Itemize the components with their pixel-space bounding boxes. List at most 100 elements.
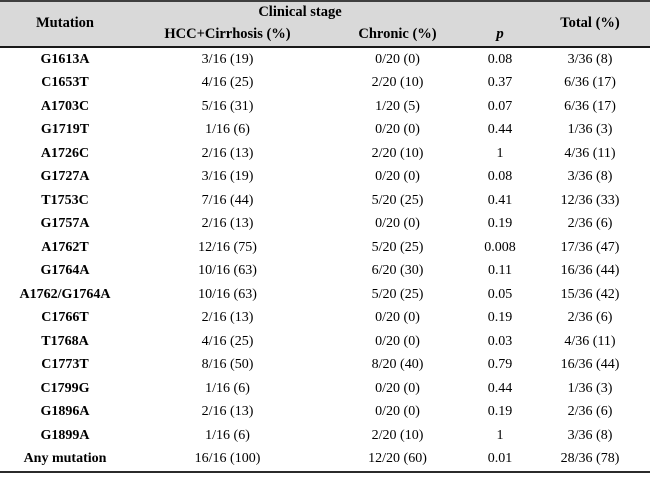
table-row: G1719T 1/16 (6) 0/20 (0) 0.44 1/36 (3) <box>0 119 650 143</box>
chronic-cell: 12/20 (60) <box>325 447 470 473</box>
p-value-cell: 0.19 <box>487 310 513 326</box>
mutation-cell: G1757A <box>40 216 90 232</box>
column-header-p-value: p <box>470 23 530 48</box>
hcc-cell: 2/16 (13) <box>201 404 254 420</box>
total-cell: 16/36 (44) <box>560 357 620 373</box>
table-row: G1757A 2/16 (13) 0/20 (0) 0.19 2/36 (6) <box>0 213 650 237</box>
table-row: A1726C 2/16 (13) 2/20 (10) 1 4/36 (11) <box>0 142 650 166</box>
header-spacer <box>470 1 530 23</box>
total-cell: 3/36 (8) <box>567 427 613 443</box>
hcc-cell: 12/16 (75) <box>198 239 257 255</box>
p-value-cell: 0.11 <box>488 263 512 279</box>
total-cell: 2/36 (6) <box>567 310 613 326</box>
hcc-cell: 1/16 (6) <box>205 427 250 443</box>
hcc-cell: 3/16 (19) <box>201 51 254 67</box>
hcc-cell: 5/16 (31) <box>201 98 254 114</box>
table-row: T1768A 4/16 (25) 0/20 (0) 0.03 4/36 (11) <box>0 330 650 354</box>
table-body: G1613A 3/16 (19) 0/20 (0) 0.08 3/36 (8) … <box>0 47 650 473</box>
total-cell: 4/36 (11) <box>564 333 616 349</box>
hcc-cell: 10/16 (63) <box>198 263 257 279</box>
table-header: Mutation Clinical stage Total (%) HCC+Ci… <box>0 1 650 48</box>
total-cell: 2/36 (6) <box>567 216 613 232</box>
total-cell: 12/36 (33) <box>560 192 620 208</box>
hcc-cell: 3/16 (19) <box>201 169 254 185</box>
total-cell: 17/36 (47) <box>560 239 620 255</box>
p-value-cell: 1 <box>496 427 504 443</box>
hcc-cell: 2/16 (13) <box>201 310 254 326</box>
table-row: C1773T 8/16 (50) 8/20 (40) 0.79 16/36 (4… <box>0 354 650 378</box>
p-value-cell: 0.07 <box>487 98 513 114</box>
total-cell: 6/36 (17) <box>564 98 616 114</box>
table-row-any-mutation: Any mutation 16/16 (100) 12/20 (60) 0.01… <box>0 447 650 473</box>
chronic-cell: 0/20 (0) <box>375 216 420 232</box>
p-value-cell: 0.41 <box>487 192 513 208</box>
chronic-cell: 2/20 (10) <box>371 145 424 161</box>
mutation-cell: G1613A <box>40 51 90 67</box>
table-row: A1762/G1764A 10/16 (63) 5/20 (25) 0.05 1… <box>0 283 650 307</box>
total-cell: 4/36 (11) <box>564 145 616 161</box>
table-row: G1899A 1/16 (6) 2/20 (10) 1 3/36 (8) <box>0 424 650 448</box>
mutation-cell: G1899A <box>40 427 90 443</box>
mutation-cell: G1764A <box>40 263 90 279</box>
p-value-cell: 0.44 <box>487 380 513 396</box>
total-cell: 2/36 (6) <box>567 404 613 420</box>
chronic-cell: 2/20 (10) <box>371 75 424 91</box>
p-value-cell: 0.008 <box>484 239 516 255</box>
chronic-cell: 2/20 (10) <box>371 427 424 443</box>
hcc-cell: 10/16 (63) <box>198 286 257 302</box>
table-row: A1703C 5/16 (31) 1/20 (5) 0.07 6/36 (17) <box>0 95 650 119</box>
total-cell: 15/36 (42) <box>560 286 620 302</box>
total-cell: 1/36 (3) <box>567 122 613 138</box>
p-value-cell: 0.79 <box>487 357 513 373</box>
table-row: A1762T 12/16 (75) 5/20 (25) 0.008 17/36 … <box>0 236 650 260</box>
p-value-cell: 0.08 <box>487 169 513 185</box>
hcc-cell: 2/16 (13) <box>201 145 254 161</box>
table-row: C1799G 1/16 (6) 0/20 (0) 0.44 1/36 (3) <box>0 377 650 401</box>
mutation-cell: T1768A <box>41 333 89 349</box>
mutation-cell: C1653T <box>41 75 89 91</box>
table-row: C1653T 4/16 (25) 2/20 (10) 0.37 6/36 (17… <box>0 72 650 96</box>
column-header-total: Total (%) <box>530 1 650 48</box>
mutation-cell: A1762T <box>41 239 89 255</box>
mutation-cell: G1719T <box>40 122 90 138</box>
mutation-cell: C1766T <box>41 310 89 326</box>
p-value-cell: 0.08 <box>487 51 513 67</box>
total-cell: 3/36 (8) <box>567 51 613 67</box>
header-row-sub: HCC+Cirrhosis (%) Chronic (%) p <box>0 23 650 48</box>
total-cell: 28/36 (78) <box>530 447 650 473</box>
mutation-cell: A1762/G1764A <box>19 286 111 302</box>
p-value-cell: 0.44 <box>487 122 513 138</box>
hcc-cell: 8/16 (50) <box>201 357 254 373</box>
chronic-cell: 0/20 (0) <box>375 333 420 349</box>
mutation-cell: G1727A <box>40 169 90 185</box>
mutation-cell: C1799G <box>40 380 90 396</box>
chronic-cell: 0/20 (0) <box>375 51 420 67</box>
p-value-cell: 0.05 <box>487 286 513 302</box>
p-value-cell: 0.01 <box>470 447 530 473</box>
table-row: G1764A 10/16 (63) 6/20 (30) 0.11 16/36 (… <box>0 260 650 284</box>
hcc-cell: 2/16 (13) <box>201 216 254 232</box>
total-cell: 16/36 (44) <box>560 263 620 279</box>
chronic-cell: 5/20 (25) <box>371 286 424 302</box>
mutation-cell: G1896A <box>40 404 90 420</box>
table-row: C1766T 2/16 (13) 0/20 (0) 0.19 2/36 (6) <box>0 307 650 331</box>
header-row-top: Mutation Clinical stage Total (%) <box>0 1 650 48</box>
table-row: G1896A 2/16 (13) 0/20 (0) 0.19 2/36 (6) <box>0 401 650 425</box>
total-cell: 1/36 (3) <box>567 380 613 396</box>
total-cell: 6/36 (17) <box>564 75 616 91</box>
table-row: T1753C 7/16 (44) 5/20 (25) 0.41 12/36 (3… <box>0 189 650 213</box>
hcc-cell: 1/16 (6) <box>205 122 250 138</box>
chronic-cell: 0/20 (0) <box>375 169 420 185</box>
hcc-cell: 7/16 (44) <box>201 192 254 208</box>
chronic-cell: 0/20 (0) <box>375 122 420 138</box>
chronic-cell: 8/20 (40) <box>371 357 424 373</box>
mutation-cell: A1726C <box>40 145 90 161</box>
chronic-cell: 5/20 (25) <box>371 239 424 255</box>
column-header-chronic: Chronic (%) <box>325 23 470 48</box>
hcc-cell: 1/16 (6) <box>205 380 250 396</box>
p-value-cell: 1 <box>496 145 504 161</box>
mutation-cell: C1773T <box>41 357 89 373</box>
p-value-cell: 0.19 <box>487 216 513 232</box>
hcc-cell: 4/16 (25) <box>201 333 254 349</box>
